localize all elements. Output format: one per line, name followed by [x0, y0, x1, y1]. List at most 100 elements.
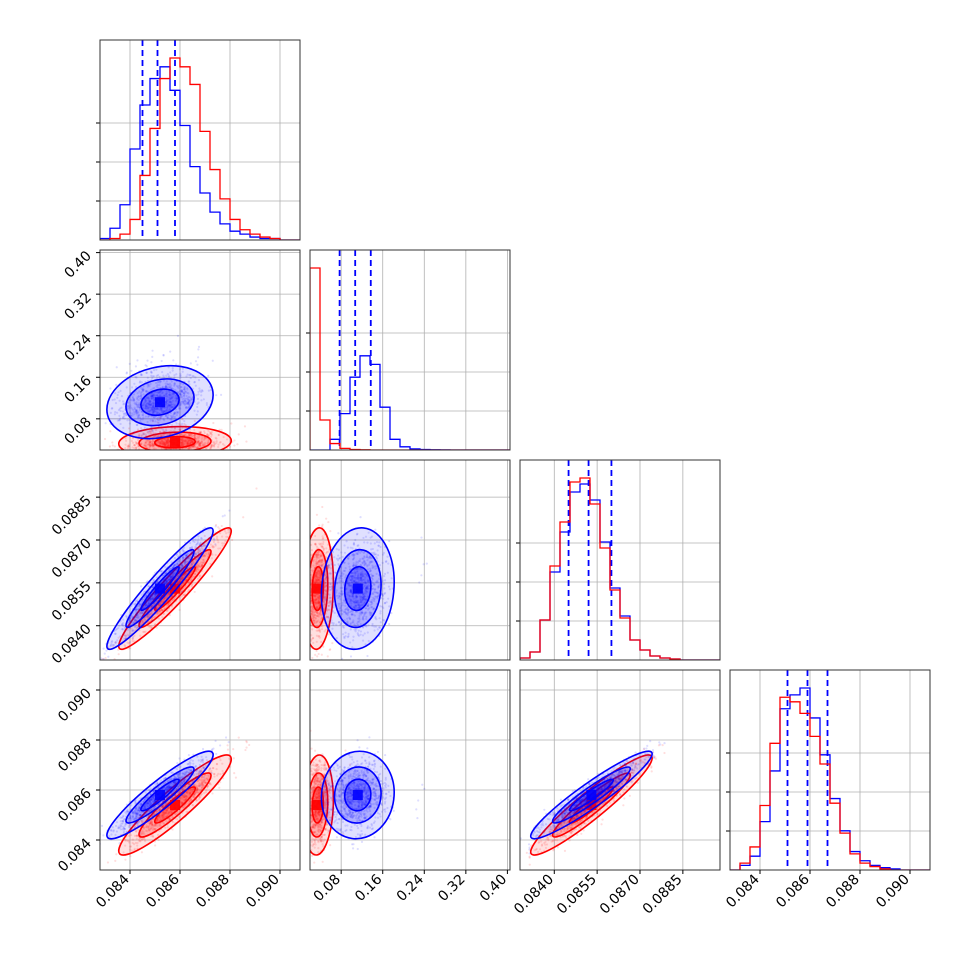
scatter-point	[318, 524, 320, 526]
scatter-point	[197, 454, 199, 456]
scatter-point	[242, 516, 244, 518]
scatter-point	[307, 590, 309, 592]
scatter-point	[238, 433, 240, 435]
scatter-point	[129, 363, 131, 365]
scatter-point	[150, 361, 152, 363]
scatter-point	[321, 506, 323, 508]
scatter-2-1	[284, 506, 427, 677]
scatter-point	[374, 529, 376, 531]
scatter-point	[327, 655, 329, 657]
scatter-point	[129, 641, 131, 643]
scatter-point	[107, 662, 109, 664]
scatter-point	[307, 620, 309, 622]
scatter-point	[182, 451, 184, 453]
scatter-point	[286, 595, 288, 597]
scatter-point	[195, 360, 197, 362]
scatter-point	[136, 359, 138, 361]
scatter-point	[306, 576, 308, 578]
scatter-point	[169, 351, 171, 353]
scatter-point	[88, 672, 90, 674]
scatter-point	[305, 622, 307, 624]
scatter-point	[329, 530, 331, 532]
scatter-point	[304, 581, 306, 583]
scatter-point	[306, 606, 308, 608]
scatter-point	[316, 514, 318, 516]
scatter-point	[306, 556, 308, 558]
scatter-point	[290, 587, 292, 589]
scatter-point	[291, 642, 293, 644]
scatter-point	[104, 438, 106, 440]
panel-border	[520, 460, 720, 660]
scatter-point	[420, 574, 422, 576]
scatter-point	[130, 370, 132, 372]
scatter-point	[212, 422, 214, 424]
scatter-point	[118, 653, 120, 655]
scatter-point	[307, 633, 309, 635]
scatter-point	[198, 346, 200, 348]
scatter-point	[132, 636, 134, 638]
scatter-point	[302, 624, 304, 626]
scatter-point	[307, 606, 309, 608]
scatter-point	[139, 451, 141, 453]
scatter-point	[305, 536, 307, 538]
scatter-point	[170, 452, 172, 454]
scatter-point	[244, 425, 246, 427]
scatter-point	[130, 453, 132, 455]
scatter-point	[329, 648, 331, 650]
scatter-point	[215, 525, 217, 527]
panel-0-0	[100, 40, 300, 240]
scatter-point	[321, 654, 323, 656]
scatter-point	[199, 453, 201, 455]
scatter-point	[144, 364, 146, 366]
scatter-point	[287, 587, 289, 589]
scatter-point	[285, 588, 287, 590]
scatter-point	[151, 620, 153, 622]
scatter-point	[306, 597, 308, 599]
scatter-point	[230, 422, 232, 424]
scatter-point	[190, 454, 192, 456]
scatter-point	[158, 452, 160, 454]
scatter-point	[325, 518, 327, 520]
scatter-point	[307, 585, 309, 587]
scatter-2-0	[82, 487, 257, 684]
scatter-point	[172, 595, 174, 597]
scatter-point	[306, 594, 308, 596]
scatter-point	[302, 567, 304, 569]
scatter-point	[181, 591, 183, 593]
scatter-point	[194, 591, 196, 593]
scatter-point	[245, 440, 247, 442]
panel-2-2	[520, 460, 720, 660]
scatter-point	[423, 563, 425, 565]
scatter-point	[210, 450, 212, 452]
scatter-point	[233, 439, 235, 441]
scatter-point	[306, 561, 308, 563]
scatter-point	[305, 622, 307, 624]
scatter-point	[168, 455, 170, 457]
diag-hist-1	[310, 250, 510, 450]
scatter-point	[157, 451, 159, 453]
scatter-point	[306, 587, 308, 589]
scatter-point	[316, 655, 318, 657]
scatter-point	[304, 564, 306, 566]
scatter-point	[304, 588, 306, 590]
scatter-point	[302, 642, 304, 644]
scatter-point	[129, 647, 131, 649]
scatter-point	[287, 612, 289, 614]
density-peak-blue	[155, 584, 165, 594]
scatter-point	[228, 509, 230, 511]
scatter-point	[307, 606, 309, 608]
scatter-point	[305, 574, 307, 576]
scatter-point	[214, 531, 216, 533]
scatter-point	[304, 601, 306, 603]
scatter-point	[284, 543, 286, 545]
scatter-point	[196, 364, 198, 366]
scatter-point	[94, 657, 96, 659]
scatter-point	[307, 626, 309, 628]
scatter-point	[307, 574, 309, 576]
scatter-point	[100, 657, 102, 659]
scatter-point	[220, 429, 222, 431]
scatter-point	[306, 576, 308, 578]
scatter-point	[306, 593, 308, 595]
scatter-point	[308, 538, 310, 540]
scatter-point	[307, 602, 309, 604]
